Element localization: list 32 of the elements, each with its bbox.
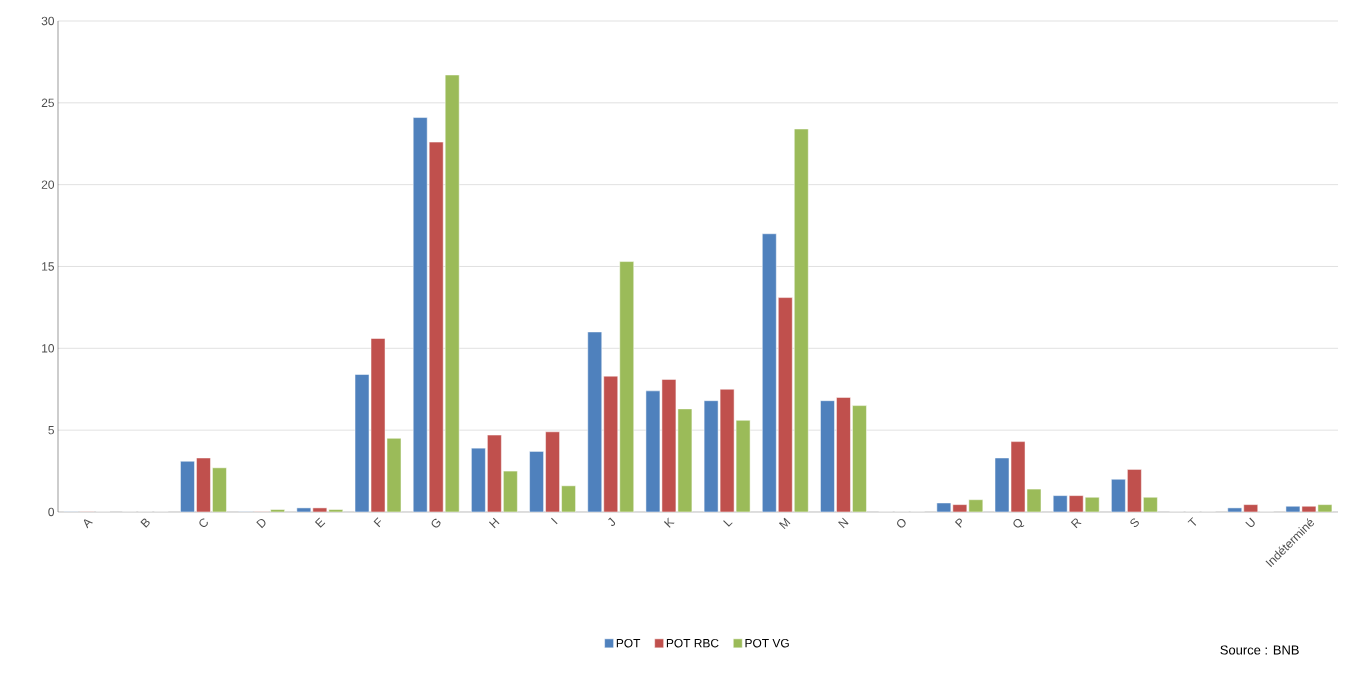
x-tick-label: F [373, 517, 382, 528]
x-tick-label: L [723, 520, 733, 527]
source-note: Source : BNB [1220, 645, 1299, 655]
x-tick-label: U [1245, 517, 1255, 528]
x-tick-label: O [897, 518, 906, 528]
x-tick-label: M [778, 517, 791, 530]
y-tick-label: 30 [41, 16, 55, 26]
x-tick-label: H [488, 517, 500, 529]
y-tick-label: 15 [42, 262, 54, 271]
x-tick-label: A [83, 519, 93, 529]
y-tick-label: 20 [41, 180, 55, 189]
y-tick-label: 5 [48, 425, 54, 435]
x-tick-label: S [1130, 518, 1139, 528]
legend-label: POT RBC [666, 638, 719, 648]
x-tick-label: K [664, 517, 675, 528]
x-tick-label: I [551, 517, 558, 525]
y-tick-label: 25 [41, 98, 54, 108]
x-tick-label: Q [1013, 518, 1025, 528]
x-tick-label: G [431, 518, 441, 528]
x-tick-label: C [199, 518, 208, 528]
x-tick-label: T [1187, 517, 1197, 526]
x-tick-label: E [314, 517, 326, 528]
x-tick-label: J [608, 517, 616, 526]
x-tick-label: D [256, 518, 266, 529]
legend-label: POT [616, 638, 641, 648]
legend-label: POT VG [745, 638, 789, 648]
x-tick-label: R [1070, 518, 1082, 529]
x-tick-label: P [954, 518, 962, 528]
y-tick-label: 0 [48, 507, 55, 517]
x-tick-label: N [838, 517, 849, 529]
y-tick-label: 10 [42, 344, 55, 353]
x-tick-label: B [140, 518, 150, 528]
